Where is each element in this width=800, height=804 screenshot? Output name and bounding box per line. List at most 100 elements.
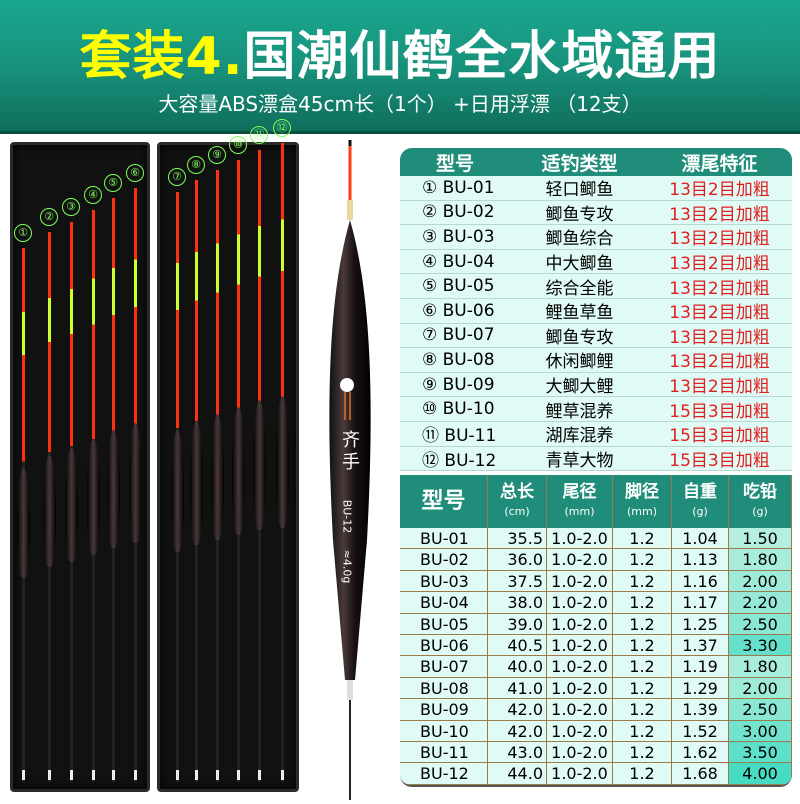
spec-header-label: 脚径 [625,481,659,502]
type-table-row: ⑥ BU-06 鲤鱼草鱼 13目2目加粗 [400,299,792,324]
float-tip-6 [134,770,137,780]
spec-cell: BU-02 [400,549,488,570]
spec-cell: 1.62 [672,741,729,763]
spec-cell: 1.0-2.0 [547,592,613,613]
spec-cell: 1.0-2.0 [547,613,613,634]
type-table-row: ① BU-01 轻口鲫鱼 13目2目加粗 [400,176,792,201]
spec-cell: 1.04 [672,528,729,549]
float-number-2: ② [40,208,58,226]
float-illustration [329,140,371,800]
spec-cell: 1.2 [613,570,672,592]
tail-feature-cell: 15目3目加粗 [669,401,770,422]
float-number-7: ⑦ [168,168,186,186]
spec-table-row: BU-12 44.0 1.0-2.0 1.2 1.68 4.00 [400,763,792,785]
tail-feature-cell: 15目3目加粗 [669,426,770,447]
fishing-type-cell: 休闲鲫鲤 [545,352,614,373]
model-cell: ⑥ BU-06 [422,300,495,321]
spec-cell: BU-05 [400,613,488,634]
spec-cell: 39.0 [488,613,547,634]
spec-header-label: 尾径 [562,481,597,502]
spec-cell: 2.00 [729,570,792,592]
fishing-type-cell: 鲫鱼综合 [545,229,614,250]
float-number-10: ⑩ [229,136,247,154]
type-table-row: ⑫ BU-12 青草大物 15目3目加粗 [400,447,792,472]
model-cell: ③ BU-03 [422,226,495,247]
spec-cell: 35.5 [488,528,547,549]
model-cell: ⑪ BU-11 [422,426,497,447]
spec-cell: 1.25 [672,613,729,634]
title-prefix: 套装4. [79,27,244,87]
type-table-row: ④ BU-04 中大鲫鱼 13目2目加粗 [400,250,792,275]
spec-cell: 1.50 [729,528,792,549]
float-tip-1 [22,770,25,780]
float-body-3 [65,448,78,562]
fishing-type-cell: 鲫鱼专攻 [545,204,614,225]
spec-table-row: BU-06 40.5 1.0-2.0 1.2 1.37 3.30 [400,634,792,657]
spec-cell: 40.5 [488,634,547,656]
spec-cell: 1.52 [672,720,729,741]
type-table-header: 型号 适钓类型 漂尾特征 [400,148,792,176]
spec-cell: 43.0 [488,741,547,763]
model-cell: ① BU-01 [422,177,495,198]
spec-header-2: 尾径 (mm) [547,475,613,528]
spec-cell: 1.0-2.0 [547,656,613,677]
spec-cell: BU-12 [400,763,488,784]
spec-cell: 1.2 [613,549,672,570]
spec-table-row: BU-04 38.0 1.0-2.0 1.2 1.17 2.20 [400,592,792,614]
spec-header-label: 吃铅 [743,481,777,502]
float-tip-12 [281,770,284,780]
spec-cell: BU-03 [400,570,488,592]
spec-cell: 1.0-2.0 [547,699,613,720]
model-cell: ⑦ BU-07 [422,325,495,346]
spec-cell: BU-07 [400,656,488,677]
spec-header-unit: (mm) [626,504,657,518]
float-body-1 [17,468,30,578]
float-number-5: ⑤ [104,174,122,192]
spec-table-row: BU-01 35.5 1.0-2.0 1.2 1.04 1.50 [400,528,792,550]
type-table-row: ⑦ BU-07 鲫鱼专攻 13目2目加粗 [400,324,792,349]
spec-header-label: 总长 [500,481,534,502]
model-cell: ④ BU-04 [422,251,495,272]
float-number-8: ⑧ [187,156,205,174]
spec-table-row: BU-09 42.0 1.0-2.0 1.2 1.39 2.50 [400,699,792,721]
spec-cell: 1.39 [672,699,729,720]
spec-cell: 42.0 [488,699,547,720]
spec-cell: 1.2 [613,656,672,677]
spec-cell: 1.2 [613,677,672,699]
float-box-left [10,142,150,792]
fishing-type-cell: 轻口鲫鱼 [545,180,614,201]
spec-cell: 41.0 [488,677,547,699]
spec-cell: 1.80 [729,549,792,570]
spec-cell: BU-04 [400,592,488,613]
spec-cell: 2.00 [729,677,792,699]
spec-table-row: BU-11 43.0 1.0-2.0 1.2 1.62 3.50 [400,741,792,764]
spec-cell: 40.0 [488,656,547,677]
float-body-11 [253,400,266,530]
col-tail: 漂尾特征 [681,152,758,175]
spec-cell: 1.0-2.0 [547,741,613,763]
float-body-5 [107,430,120,548]
model-cell: ⑤ BU-05 [422,276,495,297]
spec-cell: BU-08 [400,677,488,699]
fishing-type-cell: 鲤鱼草鱼 [545,303,614,324]
spec-cell: BU-09 [400,699,488,720]
spec-header-unit: (g) [692,504,708,518]
fishing-type-cell: 湖库混养 [545,426,614,447]
float-number-1: ① [14,224,32,242]
model-cell: ⑨ BU-09 [422,374,495,395]
type-table-row: ⑪ BU-11 湖库混养 15目3目加粗 [400,422,792,447]
col-type: 适钓类型 [541,152,618,175]
spec-table-row: BU-02 36.0 1.0-2.0 1.2 1.13 1.80 [400,549,792,571]
tail-feature-cell: 13目2目加粗 [669,180,770,201]
float-number-11: ⑪ [250,126,268,144]
spec-table-row: BU-08 41.0 1.0-2.0 1.2 1.29 2.00 [400,677,792,700]
spec-cell: 1.0-2.0 [547,528,613,549]
float-tip-11 [258,770,261,780]
spec-header-0: 型号 [400,475,488,528]
float-body-6 [129,423,142,543]
spec-cell: 1.2 [613,592,672,613]
featured-float: 齐手 BU-12 ≈4.0g [325,140,375,800]
float-number-6: ⑥ [126,164,144,182]
type-table-row: ② BU-02 鲫鱼专攻 13目2目加粗 [400,201,792,226]
spec-header-unit: (g) [752,504,768,518]
